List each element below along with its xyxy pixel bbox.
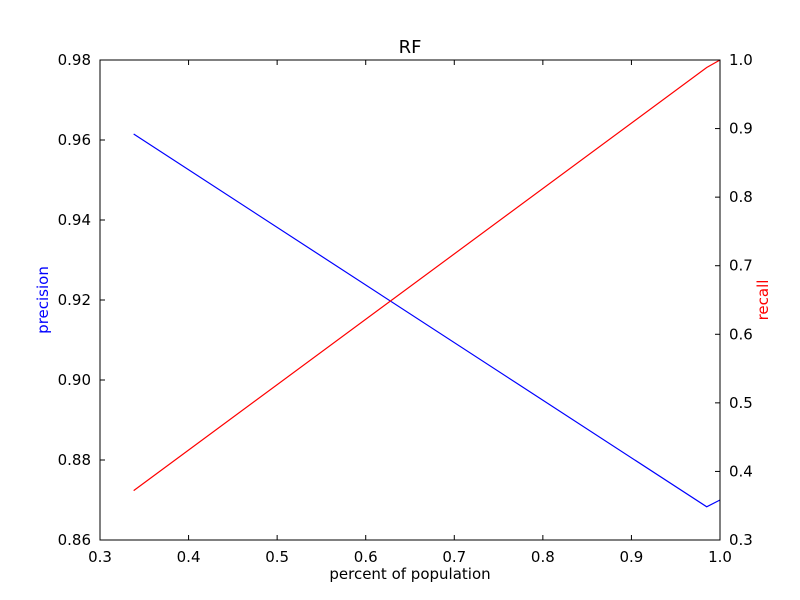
y-left-tick-label: 0.94 [58,211,91,229]
y-right-tick-label: 0.5 [729,394,753,412]
y-left-tick-label: 0.96 [58,131,91,149]
y-left-tick-label: 0.92 [58,291,91,309]
y-left-tick-label: 0.90 [58,371,91,389]
y-right-tick-label: 1.0 [729,51,753,69]
y-right-tick-label: 0.7 [729,257,753,275]
y-right-tick-label: 0.6 [729,325,753,343]
y-right-tick-label: 0.8 [729,188,753,206]
y-right-tick-label: 0.3 [729,531,753,549]
plot-frame [99,59,721,541]
x-tick-label: 0.9 [619,548,643,566]
recall-series-line [133,59,721,492]
series-layer [133,59,721,508]
y-axis-left-label: precision [34,266,52,334]
y-axis-right-label: recall [754,280,772,321]
y-left-tick-label: 0.86 [58,531,91,549]
ticks-layer: 0.3 0.4 0.5 0.6 0.7 0.8 0.9 1.0 0.86 0.88 0.90 0.92… [58,51,753,566]
x-axis-label: percent of population [329,565,490,583]
x-tick-label: 0.7 [442,548,466,566]
x-tick-label: 0.6 [354,548,378,566]
x-tick-label: 0.8 [531,548,555,566]
chart-title: RF [399,37,422,58]
y-left-tick-label: 0.88 [58,451,91,469]
precision-series-line [133,133,721,508]
y-right-tick-label: 0.4 [729,462,753,480]
y-left-tick-label: 0.98 [58,51,91,69]
x-tick-label: 0.5 [265,548,289,566]
x-tick-label: 1.0 [708,548,732,566]
y-right-tick-label: 0.9 [729,120,753,138]
x-tick-label: 0.3 [88,548,112,566]
x-tick-label: 0.4 [177,548,201,566]
